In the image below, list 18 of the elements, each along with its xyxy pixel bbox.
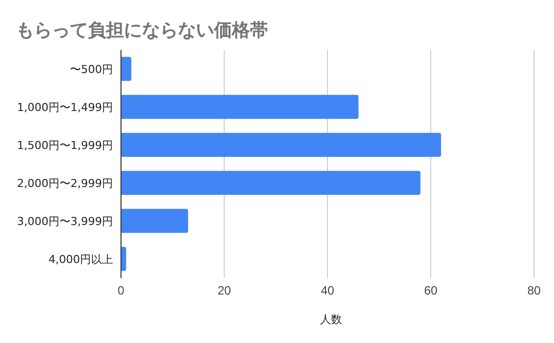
y-tick-label: 4,000円以上 xyxy=(48,252,113,266)
bar xyxy=(121,132,442,157)
x-axis-title: 人数 xyxy=(319,312,343,327)
x-tick-label: 0 xyxy=(118,284,125,298)
y-tick-label: 2,000円〜2,999円 xyxy=(17,176,113,190)
y-tick-label: 〜500円 xyxy=(70,62,113,76)
chart-title: もらって負担にならない価格帯 xyxy=(16,19,268,42)
bar xyxy=(121,208,188,233)
y-tick-label: 1,500円〜1,999円 xyxy=(17,138,113,152)
x-tick-label: 20 xyxy=(218,284,232,298)
x-tick-label: 60 xyxy=(424,284,438,298)
y-tick-label: 1,000円〜1,499円 xyxy=(17,100,113,114)
bar xyxy=(121,94,358,119)
y-tick-label: 3,000円〜3,999円 xyxy=(17,214,113,228)
x-tick-label: 80 xyxy=(527,284,541,298)
x-tick-label: 40 xyxy=(320,284,334,298)
bar xyxy=(121,56,132,81)
bar xyxy=(121,170,420,195)
